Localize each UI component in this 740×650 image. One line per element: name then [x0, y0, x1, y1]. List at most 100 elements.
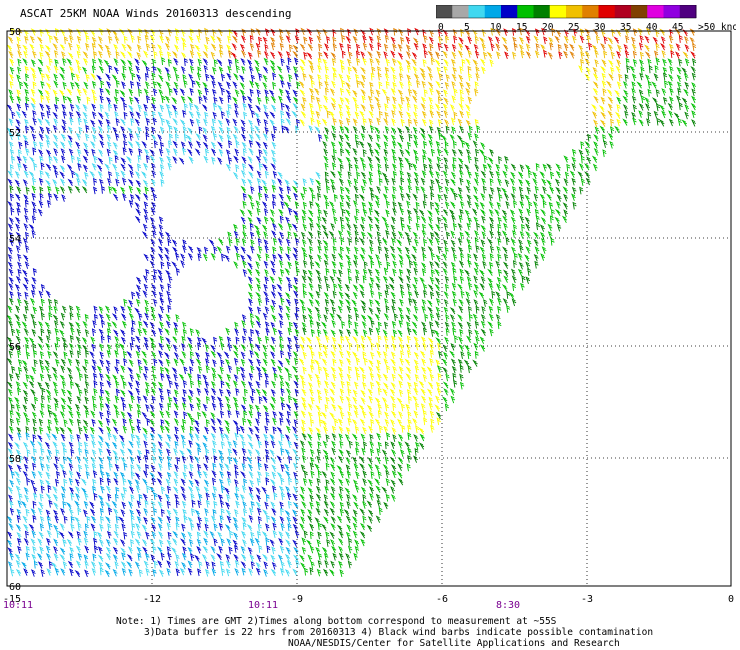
- wind-barb: [105, 417, 111, 426]
- wind-barb: [99, 470, 105, 479]
- wind-barb: [465, 185, 471, 194]
- wind-barb: [316, 185, 322, 194]
- wind-barb: [254, 81, 260, 90]
- wind-barb: [180, 37, 187, 45]
- wind-barb: [391, 110, 396, 118]
- wind-barb: [153, 358, 158, 367]
- wind-barb: [53, 417, 59, 426]
- wind-barb: [374, 478, 380, 486]
- wind-barb: [90, 73, 96, 81]
- wind-barb: [292, 501, 299, 510]
- wind-barb: [56, 471, 61, 479]
- wind-barb: [151, 224, 157, 232]
- wind-barb: [414, 290, 420, 299]
- wind-barb: [189, 50, 195, 58]
- wind-barb: [150, 186, 156, 195]
- wind-barb: [307, 515, 313, 523]
- wind-barb: [173, 57, 179, 66]
- wind-barb: [7, 246, 13, 255]
- wind-barb: [344, 292, 351, 300]
- wind-barb: [286, 410, 292, 419]
- wind-barb: [320, 523, 327, 531]
- wind-barb: [190, 43, 195, 52]
- wind-barb: [326, 110, 331, 119]
- wind-barb: [90, 515, 97, 524]
- wind-barb: [106, 50, 112, 58]
- wind-barb: [339, 194, 345, 203]
- wind-barb: [40, 395, 46, 403]
- wind-barb: [478, 148, 485, 157]
- wind-barb: [345, 478, 351, 486]
- wind-barb: [684, 104, 690, 112]
- wind-barb: [195, 140, 202, 148]
- wind-barb: [354, 237, 359, 246]
- wind-barb: [546, 163, 552, 171]
- wind-barb: [24, 530, 29, 539]
- wind-barb: [91, 418, 96, 427]
- wind-barb: [310, 396, 315, 405]
- wind-barb: [466, 321, 472, 330]
- wind-barb: [400, 193, 405, 201]
- wind-barb: [344, 186, 351, 195]
- wind-barb: [270, 516, 277, 524]
- wind-barb: [90, 523, 96, 531]
- wind-barb: [123, 111, 128, 120]
- wind-barb: [212, 509, 217, 517]
- wind-barb: [554, 216, 560, 225]
- wind-barb: [390, 351, 396, 360]
- wind-barb: [285, 403, 292, 411]
- wind-barb: [276, 426, 283, 434]
- wind-barb: [614, 89, 620, 97]
- wind-barb: [255, 230, 261, 238]
- wind-barb: [452, 156, 457, 165]
- wind-barb: [663, 72, 668, 81]
- wind-barb: [331, 162, 337, 171]
- wind-barb: [91, 65, 97, 74]
- wind-barb: [17, 387, 22, 396]
- wind-barb: [366, 142, 373, 150]
- wind-barb: [428, 72, 434, 81]
- wind-barb: [496, 276, 502, 285]
- wind-barb: [421, 299, 427, 307]
- wind-barb: [235, 252, 241, 261]
- wind-barb: [381, 449, 388, 457]
- wind-barb: [412, 231, 418, 239]
- wind-barb: [284, 553, 291, 562]
- wind-barb: [405, 96, 411, 104]
- wind-barb: [376, 306, 382, 315]
- wind-barb: [367, 215, 373, 224]
- wind-barb: [219, 366, 225, 375]
- wind-barb: [122, 350, 128, 359]
- wind-barb: [234, 509, 239, 517]
- wind-barb: [190, 417, 195, 426]
- wind-barb: [187, 343, 193, 351]
- wind-barb: [391, 320, 397, 329]
- wind-barb: [149, 538, 155, 547]
- wind-barb: [249, 88, 254, 97]
- wind-barb: [451, 163, 457, 172]
- wind-barb: [348, 163, 353, 172]
- wind-barb: [310, 470, 315, 479]
- wind-barb: [249, 395, 255, 404]
- wind-barb: [37, 561, 43, 569]
- wind-barb: [188, 539, 194, 547]
- wind-barb: [51, 433, 58, 441]
- wind-barb: [82, 51, 89, 59]
- wind-barb: [624, 50, 630, 59]
- wind-barb: [99, 402, 105, 411]
- wind-barb: [474, 164, 480, 172]
- wind-barb: [159, 284, 165, 292]
- wind-barb: [262, 141, 268, 150]
- wind-barb: [220, 441, 226, 449]
- wind-barb: [249, 538, 255, 546]
- wind-barb: [459, 125, 465, 134]
- wind-barb: [269, 216, 275, 225]
- wind-barb: [99, 381, 104, 390]
- wind-barb: [135, 291, 141, 299]
- wind-barb: [127, 546, 133, 554]
- wind-barb: [76, 312, 81, 321]
- wind-barb: [120, 170, 126, 178]
- wind-barb: [305, 336, 312, 344]
- wind-barb: [284, 267, 290, 276]
- wind-barb: [543, 49, 548, 58]
